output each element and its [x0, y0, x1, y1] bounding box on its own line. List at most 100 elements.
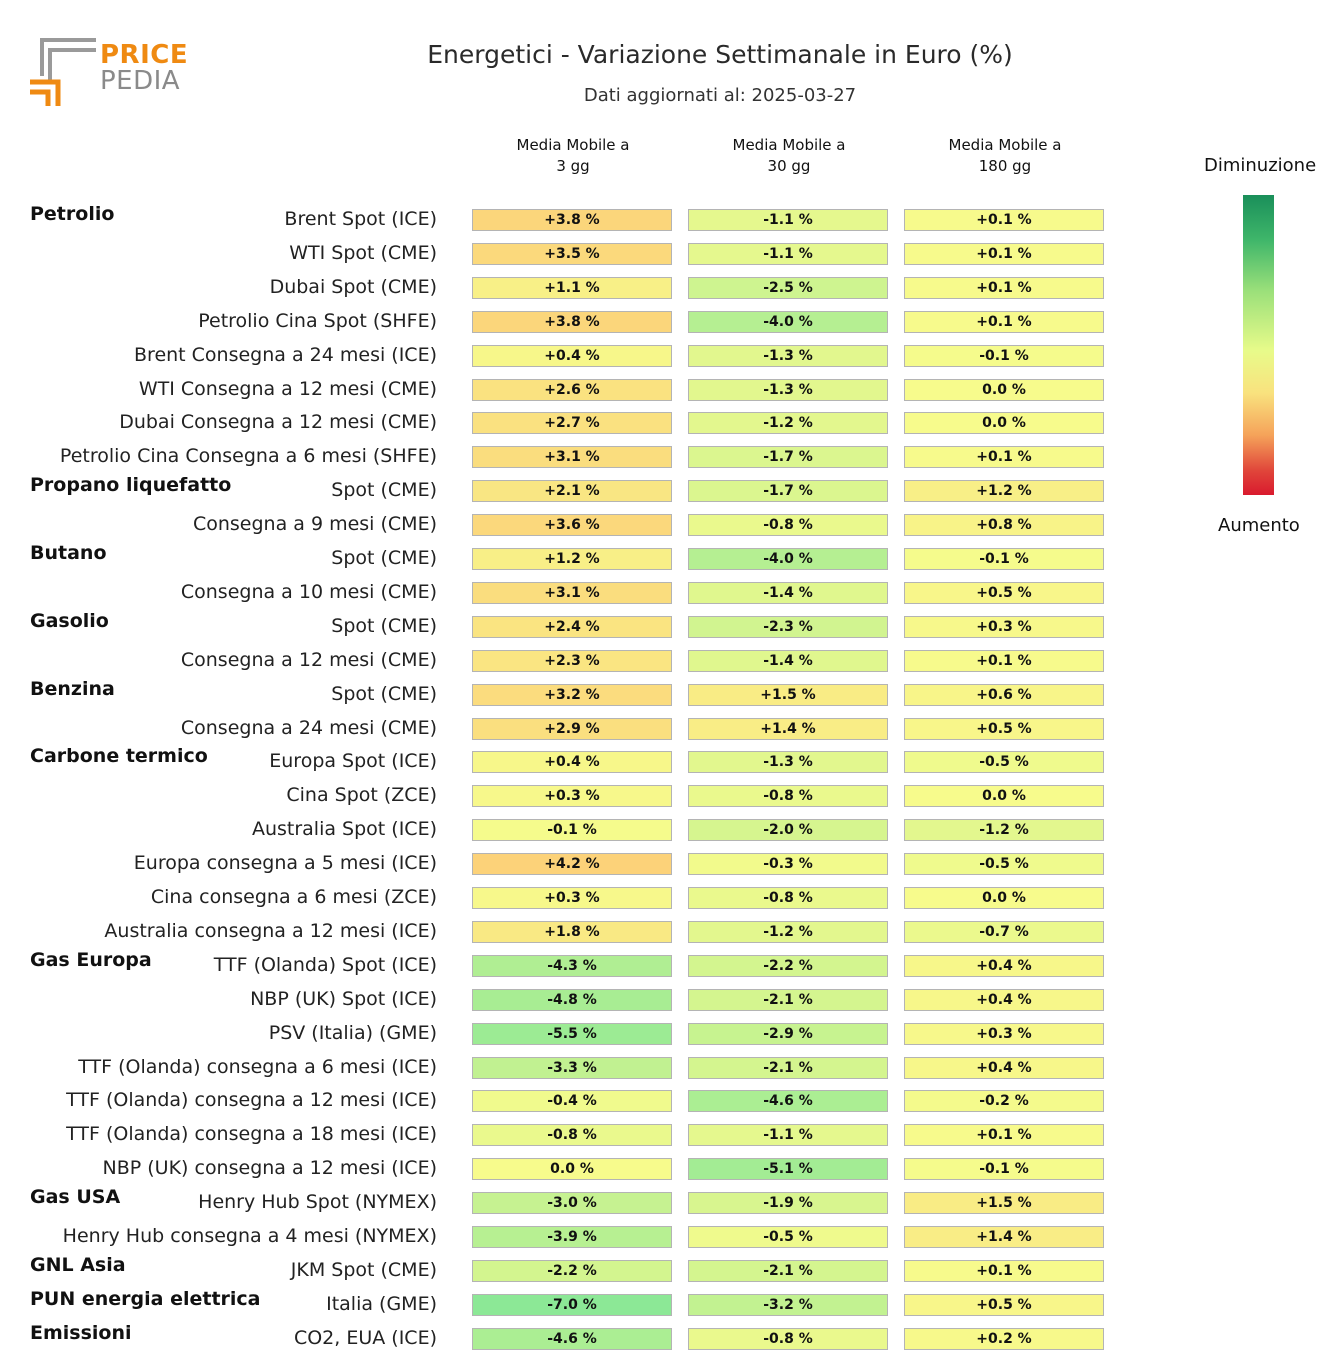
heatmap-cell: +1.2 % — [472, 548, 672, 570]
heatmap-cell: -2.1 % — [688, 1056, 888, 1079]
heatmap-cell: -2.1 % — [688, 988, 888, 1011]
heatmap-cell: +0.3 % — [904, 615, 1104, 638]
heatmap-cell: -0.5 % — [904, 751, 1104, 774]
row-label: TTF (Olanda) Spot (ICE) — [213, 953, 437, 976]
heatmap-cell: +0.3 % — [472, 785, 672, 808]
heatmap-cell: -1.3 % — [688, 751, 888, 774]
logo-word-pedia: PEDIA — [100, 66, 181, 96]
row-label: Spot (CME) — [331, 547, 437, 569]
heatmap-cell: -1.3 % — [688, 344, 888, 367]
row-label: Dubai Consegna a 12 mesi (CME) — [119, 411, 437, 434]
heatmap-cell: -0.8 % — [472, 1124, 672, 1147]
row-label: Consegna a 12 mesi (CME) — [180, 648, 437, 671]
heatmap-cell: +0.3 % — [472, 887, 672, 909]
heatmap-cell: -4.6 % — [688, 1090, 888, 1113]
heatmap-cell: +0.1 % — [904, 1259, 1104, 1282]
row-label: Consegna a 24 mesi (CME) — [180, 716, 437, 739]
heatmap-cell: +0.2 % — [904, 1327, 1104, 1350]
row-label: Spot (CME) — [331, 614, 437, 637]
heatmap-cell: +2.1 % — [472, 480, 672, 503]
row-label: Henry Hub Spot (NYMEX) — [198, 1191, 437, 1214]
heatmap-cell: 0.0 % — [472, 1158, 672, 1181]
category-label: Benzina — [30, 677, 115, 700]
row-label: NBP (UK) consegna a 12 mesi (ICE) — [102, 1157, 437, 1180]
column-header-line2: 3 gg — [556, 157, 590, 175]
row-label: Brent Consegna a 24 mesi (ICE) — [134, 343, 437, 366]
heatmap-cell: +0.1 % — [904, 242, 1104, 265]
heatmap-cell: -0.3 % — [688, 853, 888, 876]
heatmap-cell: -1.4 % — [688, 649, 888, 672]
column-header-line1: Media Mobile a — [948, 136, 1062, 154]
column-header-line2: 30 gg — [767, 157, 811, 175]
heatmap-cell: +0.4 % — [472, 751, 672, 774]
row-label: Spot (CME) — [331, 682, 437, 705]
heatmap-cell: +0.6 % — [904, 683, 1104, 706]
heatmap-cell: -0.2 % — [904, 1090, 1104, 1113]
heatmap-cell: -0.1 % — [904, 1158, 1104, 1181]
heatmap-cell: +0.4 % — [472, 344, 672, 367]
legend-decrease-label: Diminuzione — [1204, 155, 1317, 176]
category-label: PUN energia elettrica — [30, 1287, 261, 1310]
row-label: CO2, EUA (ICE) — [293, 1326, 437, 1349]
heatmap-cell: -0.7 % — [904, 920, 1104, 943]
heatmap-cell: -2.2 % — [472, 1259, 672, 1282]
row-label: JKM Spot (CME) — [290, 1258, 437, 1281]
heatmap-cell: +0.3 % — [904, 1022, 1104, 1045]
heatmap-cell: 0.0 % — [904, 785, 1104, 808]
heatmap-cell: -3.9 % — [472, 1226, 672, 1248]
heatmap-cell: +0.1 % — [904, 209, 1104, 231]
column-header-180gg: Media Mobile a 180 gg — [904, 135, 1106, 177]
row-label: Petrolio Cina Consegna a 6 mesi (SHFE) — [59, 445, 437, 468]
heatmap-cell: -0.8 % — [688, 887, 888, 909]
heatmap-cell: -0.1 % — [904, 548, 1104, 570]
heatmap-cell: +3.6 % — [472, 514, 672, 537]
heatmap-cell: -0.1 % — [472, 819, 672, 842]
heatmap-cell: +0.4 % — [904, 954, 1104, 977]
heatmap-cell: -1.2 % — [688, 412, 888, 435]
heatmap-cell: 0.0 % — [904, 378, 1104, 401]
row-label: WTI Spot (CME) — [289, 241, 437, 264]
heatmap-cell: -3.3 % — [472, 1056, 672, 1079]
heatmap-cell: -1.7 % — [688, 480, 888, 503]
heatmap-cell: -2.5 % — [688, 276, 888, 299]
category-label: Petrolio — [30, 203, 115, 225]
heatmap-cell: +0.5 % — [904, 1293, 1104, 1316]
heatmap-cell: +2.9 % — [472, 717, 672, 740]
heatmap-cell: +3.2 % — [472, 683, 672, 706]
heatmap-cell: -2.3 % — [688, 615, 888, 638]
column-header-line1: Media Mobile a — [516, 136, 630, 154]
row-label: Italia (GME) — [326, 1292, 437, 1315]
chart-title: Energetici - Variazione Settimanale in E… — [427, 40, 1013, 69]
heatmap-cell: +3.5 % — [472, 242, 672, 265]
heatmap-cell: -2.9 % — [688, 1022, 888, 1045]
heatmap-cell: -1.1 % — [688, 209, 888, 231]
category-label: Carbone termico — [30, 745, 208, 768]
category-label: Propano liquefatto — [30, 474, 232, 497]
heatmap-cell: +3.1 % — [472, 446, 672, 469]
heatmap-cell: 0.0 % — [904, 412, 1104, 435]
pricepedia-logo-mark — [30, 38, 96, 106]
heatmap-cell: 0.0 % — [904, 887, 1104, 909]
row-label: Australia consegna a 12 mesi (ICE) — [104, 919, 437, 942]
heatmap-cell: +1.1 % — [472, 276, 672, 299]
row-label: Petrolio Cina Spot (SHFE) — [198, 309, 437, 332]
heatmap-cell: -1.3 % — [688, 378, 888, 401]
row-label: NBP (UK) Spot (ICE) — [250, 987, 437, 1010]
heatmap-cell: -0.8 % — [688, 1327, 888, 1350]
row-label: Henry Hub consegna a 4 mesi (NYMEX) — [62, 1225, 437, 1247]
row-label: Spot (CME) — [331, 479, 437, 502]
category-label: Gas USA — [30, 1186, 121, 1209]
heatmap-cell: -3.2 % — [688, 1293, 888, 1316]
row-label: Australia Spot (ICE) — [251, 818, 437, 841]
row-label: TTF (Olanda) consegna a 18 mesi (ICE) — [66, 1123, 437, 1146]
heatmap-cell: -4.0 % — [688, 548, 888, 570]
heatmap-cell: +3.1 % — [472, 581, 672, 604]
column-header-30gg: Media Mobile a 30 gg — [688, 135, 890, 177]
heatmap-cell: +2.7 % — [472, 412, 672, 435]
heatmap-cell: -4.8 % — [472, 988, 672, 1011]
row-label: PSV (Italia) (GME) — [268, 1021, 437, 1044]
legend-color-scale — [1243, 195, 1274, 495]
logo-word-price: PRICE — [100, 40, 189, 70]
heatmap-cell: -3.0 % — [472, 1192, 672, 1215]
